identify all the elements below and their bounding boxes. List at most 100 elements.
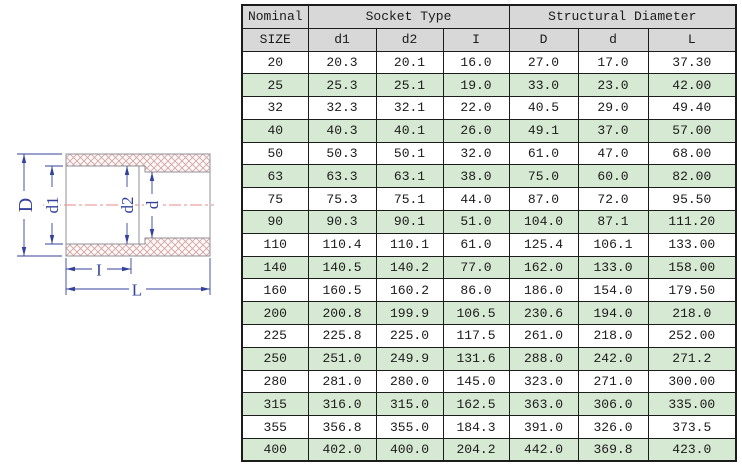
header-sub-row: SIZE d1 d2 I D d L <box>241 27 737 52</box>
cell-L: 68.00 <box>647 141 737 166</box>
header-I: I <box>442 27 510 52</box>
table-row: 315 316.0 315.0 162.5 363.0 306.0 335.00 <box>241 392 737 417</box>
table-row: 225 225.8 225.0 117.5 261.0 218.0 252.00 <box>241 324 737 348</box>
cell-size: 20 <box>241 50 309 75</box>
cell-I: 16.0 <box>442 50 510 75</box>
table-row: 110 110.4 110.1 61.0 125.4 106.1 133.00 <box>241 232 737 257</box>
cell-L: 373.5 <box>647 415 737 440</box>
cell-d2: 90.1 <box>375 210 444 234</box>
cell-size: 160 <box>241 278 309 303</box>
cell-I: 32.0 <box>442 141 510 166</box>
cell-d: 242.0 <box>577 346 649 371</box>
cell-size: 32 <box>241 96 309 120</box>
cell-D: 323.0 <box>508 369 579 394</box>
table-row: 250 251.0 249.9 131.6 288.0 242.0 271.2 <box>241 346 737 371</box>
cell-D: 363.0 <box>508 392 579 417</box>
cell-d1: 40.3 <box>307 118 377 143</box>
table-row: 75 75.3 75.1 44.0 87.0 72.0 95.50 <box>241 187 737 212</box>
cell-d2: 110.1 <box>375 232 444 257</box>
cell-L: 158.00 <box>647 255 737 280</box>
cell-I: 77.0 <box>442 255 510 280</box>
cell-D: 288.0 <box>508 346 579 371</box>
cell-D: 104.0 <box>508 210 579 234</box>
label-outer-diameter: D <box>15 198 37 212</box>
cell-L: 423.0 <box>647 438 737 462</box>
table-row: 140 140.5 140.2 77.0 162.0 133.0 158.00 <box>241 255 737 280</box>
cell-I: 131.6 <box>442 346 510 371</box>
dimension-lines <box>17 153 211 295</box>
cell-size: 90 <box>241 210 309 234</box>
cell-L: 218.0 <box>647 301 737 326</box>
cell-size: 25 <box>241 73 309 98</box>
cell-d2: 32.1 <box>375 96 444 120</box>
header-L: L <box>647 27 737 52</box>
cell-d: 326.0 <box>577 415 649 440</box>
cell-D: 125.4 <box>508 232 579 257</box>
cell-size: 110 <box>241 232 309 257</box>
header-d: d <box>577 27 649 52</box>
cell-d1: 20.3 <box>307 50 377 75</box>
dimension-arrowheads <box>21 154 210 292</box>
table-row: 50 50.3 50.1 32.0 61.0 47.0 68.00 <box>241 141 737 166</box>
cell-I: 61.0 <box>442 232 510 257</box>
label-socket-entry-diameter: d1 <box>43 197 62 214</box>
header-nominal: Nominal <box>241 4 309 29</box>
cell-I: 106.5 <box>442 301 510 326</box>
cell-d2: 40.1 <box>375 118 444 143</box>
cell-size: 50 <box>241 141 309 166</box>
cell-d2: 160.2 <box>375 278 444 303</box>
label-socket-bottom-diameter: d2 <box>118 197 137 214</box>
cell-d1: 75.3 <box>307 187 377 212</box>
table-row: 40 40.3 40.1 26.0 49.1 37.0 57.00 <box>241 118 737 143</box>
cell-d2: 25.1 <box>375 73 444 98</box>
spec-table-header: Nominal Socket Type Structural Diameter … <box>241 4 737 52</box>
cell-d: 87.1 <box>577 210 649 234</box>
cell-L: 300.00 <box>647 369 737 394</box>
header-structural-diameter-group: Structural Diameter <box>508 4 737 29</box>
cell-D: 230.6 <box>508 301 579 326</box>
cell-D: 186.0 <box>508 278 579 303</box>
cell-d2: 225.0 <box>375 324 444 348</box>
cell-d1: 50.3 <box>307 141 377 166</box>
cell-I: 22.0 <box>442 96 510 120</box>
cell-d: 306.0 <box>577 392 649 417</box>
table-row: 63 63.3 63.1 38.0 75.0 60.0 82.00 <box>241 164 737 189</box>
header-socket-type-group: Socket Type <box>307 4 510 29</box>
cell-d: 72.0 <box>577 187 649 212</box>
cell-size: 355 <box>241 415 309 440</box>
cell-d1: 356.8 <box>307 415 377 440</box>
table-row: 90 90.3 90.1 51.0 104.0 87.1 111.20 <box>241 210 737 234</box>
cell-D: 49.1 <box>508 118 579 143</box>
cell-L: 49.40 <box>647 96 737 120</box>
cell-d: 194.0 <box>577 301 649 326</box>
cell-d1: 160.5 <box>307 278 377 303</box>
cell-L: 82.00 <box>647 164 737 189</box>
cell-size: 400 <box>241 438 309 462</box>
label-bore-diameter: d <box>143 200 162 209</box>
cell-I: 117.5 <box>442 324 510 348</box>
cell-L: 335.00 <box>647 392 737 417</box>
cell-d1: 110.4 <box>307 232 377 257</box>
cell-L: 57.00 <box>647 118 737 143</box>
header-d2: d2 <box>375 27 444 52</box>
cell-d: 37.0 <box>577 118 649 143</box>
cell-L: 37.30 <box>647 50 737 75</box>
cell-D: 33.0 <box>508 73 579 98</box>
header-d1: d1 <box>307 27 377 52</box>
cell-d: 60.0 <box>577 164 649 189</box>
label-knockouts <box>16 187 160 298</box>
cell-D: 87.0 <box>508 187 579 212</box>
table-row: 32 32.3 32.1 22.0 40.5 29.0 49.40 <box>241 96 737 120</box>
cell-I: 51.0 <box>442 210 510 234</box>
header-size: SIZE <box>241 27 309 52</box>
cell-d: 47.0 <box>577 141 649 166</box>
cell-size: 40 <box>241 118 309 143</box>
cell-size: 75 <box>241 187 309 212</box>
cell-size: 200 <box>241 301 309 326</box>
cell-d2: 75.1 <box>375 187 444 212</box>
cell-I: 145.0 <box>442 369 510 394</box>
cell-D: 162.0 <box>508 255 579 280</box>
cell-d2: 63.1 <box>375 164 444 189</box>
cell-d2: 140.2 <box>375 255 444 280</box>
cell-d1: 32.3 <box>307 96 377 120</box>
